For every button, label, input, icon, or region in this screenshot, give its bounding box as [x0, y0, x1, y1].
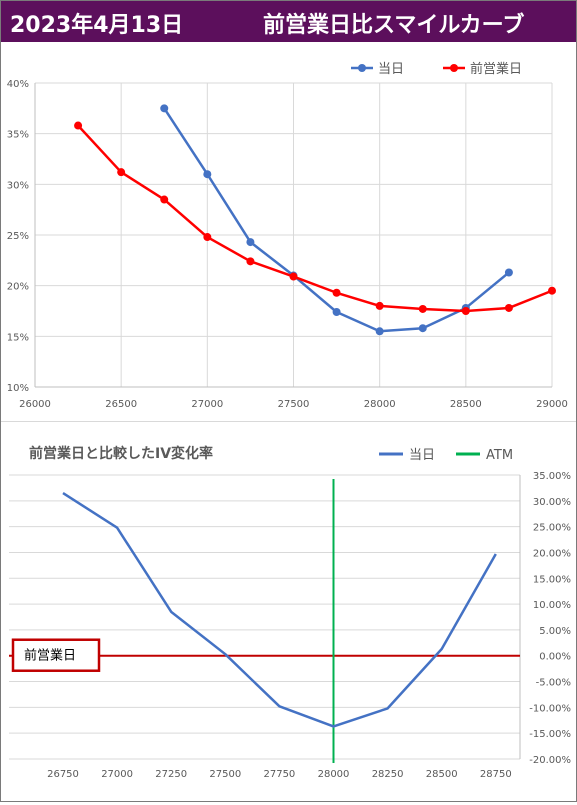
data-point	[246, 238, 255, 247]
x-tick-label: 27000	[101, 769, 133, 780]
banner-title: 前営業日比スマイルカーブ	[263, 13, 525, 38]
iv-change-chart-panel: 前営業日と比較したIV変化率 -20.00% -15.00% -10.00% -5.00…	[1, 425, 576, 801]
y-tick-label: 20%	[7, 282, 29, 293]
series-line	[62, 492, 497, 728]
y-tick-label: 15%	[7, 332, 29, 343]
series-line-1	[77, 124, 553, 313]
data-point	[504, 268, 513, 277]
smile-curve-chart: 26000 26500 27000 27500 28000 28500 29000 10% 15…	[7, 61, 568, 410]
data-point	[160, 195, 169, 204]
x-tick-label: 28500	[450, 399, 482, 410]
data-point	[74, 121, 83, 130]
y-tick-label: 25.00%	[533, 523, 571, 534]
data-point	[548, 286, 556, 295]
data-point	[332, 308, 341, 317]
legend-swatch-marker	[358, 64, 366, 72]
y-tick-label: -15.00%	[529, 729, 571, 740]
data-point	[117, 168, 126, 177]
data-point	[375, 327, 384, 336]
y-tick-label: 15.00%	[533, 574, 571, 585]
y-tick-label: 10%	[7, 383, 29, 394]
x-tick-label: 28750	[480, 769, 512, 780]
series-line-0	[163, 107, 510, 333]
iv-change-chart: 前営業日と比較したIV変化率 -20.00% -15.00% -10.00% -5.00…	[9, 445, 571, 780]
x-tick-label: 26500	[105, 399, 137, 410]
data-point	[461, 307, 470, 315]
reference-label-box	[11, 638, 101, 672]
legend-label: 当日	[378, 62, 404, 77]
y-tick-label: 25%	[7, 231, 29, 242]
data-point	[418, 304, 427, 313]
header-banner: 2023年4月13日 前営業日比スマイルカーブ	[1, 1, 576, 42]
data-point	[203, 233, 212, 242]
y-tick-label: -20.00%	[529, 755, 571, 766]
data-point	[332, 288, 341, 297]
x-tick-label: 27000	[191, 399, 223, 410]
x-tick-label: 27500	[209, 769, 241, 780]
chart-title: 前営業日と比較したIV変化率	[29, 445, 213, 462]
data-point	[504, 303, 513, 312]
x-tick-label: 28500	[426, 769, 458, 780]
y-tick-label: 5.00%	[539, 626, 571, 637]
x-tick-label: 27750	[263, 769, 295, 780]
data-point	[289, 272, 298, 281]
data-point	[203, 170, 212, 179]
banner-date: 2023年4月13日	[10, 13, 184, 38]
data-point	[418, 324, 427, 333]
y-tick-label: 30%	[7, 180, 29, 191]
reference-label: 前営業日	[24, 648, 76, 664]
legend-label: 当日	[409, 448, 435, 463]
smile-curve-chart-panel: 26000 26500 27000 27500 28000 28500 29000 10% 15…	[1, 47, 576, 419]
x-tick-label: 28000	[364, 399, 396, 410]
x-tick-label: 26750	[47, 769, 79, 780]
y-tick-label: 20.00%	[533, 548, 571, 559]
y-tick-label: -5.00%	[536, 678, 571, 689]
legend-label: ATM	[486, 448, 513, 463]
x-tick-label: 28000	[318, 769, 350, 780]
y-tick-label: 0.00%	[539, 652, 571, 663]
y-tick-label: 35.00%	[533, 471, 571, 482]
y-tick-label: 40%	[7, 79, 29, 90]
x-tick-label: 27500	[278, 399, 310, 410]
legend-label: 前営業日	[470, 61, 522, 77]
y-tick-label: -10.00%	[529, 703, 571, 714]
y-tick-label: 30.00%	[533, 497, 571, 508]
legend-swatch-marker	[450, 64, 458, 72]
data-point	[375, 301, 384, 310]
y-tick-label: 35%	[7, 130, 29, 141]
x-tick-label: 28250	[372, 769, 404, 780]
divider	[1, 421, 576, 422]
x-tick-label: 29000	[536, 399, 568, 410]
data-point	[160, 104, 169, 113]
data-point	[246, 257, 255, 266]
x-tick-label: 27250	[155, 769, 187, 780]
x-tick-label: 26000	[19, 399, 51, 410]
y-tick-label: 10.00%	[533, 600, 571, 611]
